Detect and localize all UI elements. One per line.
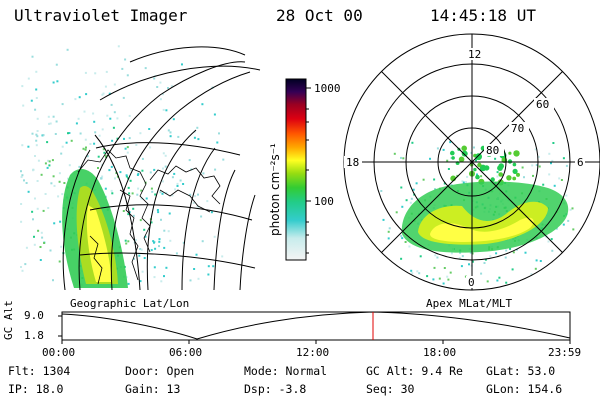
status-glat: GLat: 53.0 <box>486 364 556 378</box>
colorbar <box>285 78 307 261</box>
polar-plot: 12 18 6 0 60 70 80 <box>343 33 600 291</box>
mlt-label-18: 18 <box>346 156 359 169</box>
status-seq: Seq: 30 <box>366 382 415 396</box>
header-date: 28 Oct 00 <box>276 6 363 25</box>
altitude-xtick-0000: 00:00 <box>42 346 76 359</box>
status-mode: Mode: Normal <box>244 364 328 378</box>
polar-oval-core <box>430 217 534 242</box>
header-time: 14:45:18 UT <box>430 6 536 25</box>
status-door: Door: Open <box>125 364 195 378</box>
status-flt: Flt: 1304 <box>8 364 71 378</box>
colorbar-tick-100: 100 <box>314 195 334 208</box>
mlt-label-0: 0 <box>468 276 475 289</box>
status-gain: Gain: 13 <box>125 382 181 396</box>
lon-grid <box>78 46 261 290</box>
altitude-ytick-1-8: 1.8 <box>24 329 44 342</box>
mlt-label-6: 6 <box>577 156 584 169</box>
altitude-ytick-9: 9.0 <box>24 309 44 322</box>
geographic-speckles <box>20 45 225 286</box>
geographic-map <box>20 45 261 290</box>
altitude-plot <box>58 311 571 344</box>
colorbar-unit-label: photon cm⁻²s⁻¹ <box>268 143 282 236</box>
aurora-band-core <box>86 205 112 282</box>
colorbar-tick-1000: 1000 <box>314 82 341 95</box>
altitude-ylabel: GC Alt <box>2 300 15 340</box>
mlat-label-80: 80 <box>486 144 499 157</box>
status-gc-alt: GC Alt: 9.4 Re <box>366 364 463 378</box>
geographic-panel-label: Geographic Lat/Lon <box>70 297 190 310</box>
mlt-label-12: 12 <box>468 48 481 61</box>
colorbar-ticks <box>306 87 311 254</box>
mlat-label-60: 60 <box>536 98 549 111</box>
altitude-xtick-2359: 23:59 <box>548 346 582 359</box>
status-glon: GLon: 154.6 <box>486 382 563 396</box>
lat-grid <box>62 134 256 290</box>
altitude-plot-frame <box>61 311 571 341</box>
status-dsp: Dsp: -3.8 <box>244 382 307 396</box>
altitude-xtick-1800: 18:00 <box>423 346 457 359</box>
status-ip: IP: 18.0 <box>8 382 64 396</box>
altitude-curve <box>61 311 571 340</box>
altitude-xtick-0600: 06:00 <box>169 346 203 359</box>
coastlines <box>77 149 221 285</box>
app-title: Ultraviolet Imager <box>14 6 188 25</box>
apex-panel-label: Apex MLat/MLT <box>426 297 513 310</box>
mlat-label-70: 70 <box>511 122 524 135</box>
altitude-xtick-1200: 12:00 <box>296 346 330 359</box>
